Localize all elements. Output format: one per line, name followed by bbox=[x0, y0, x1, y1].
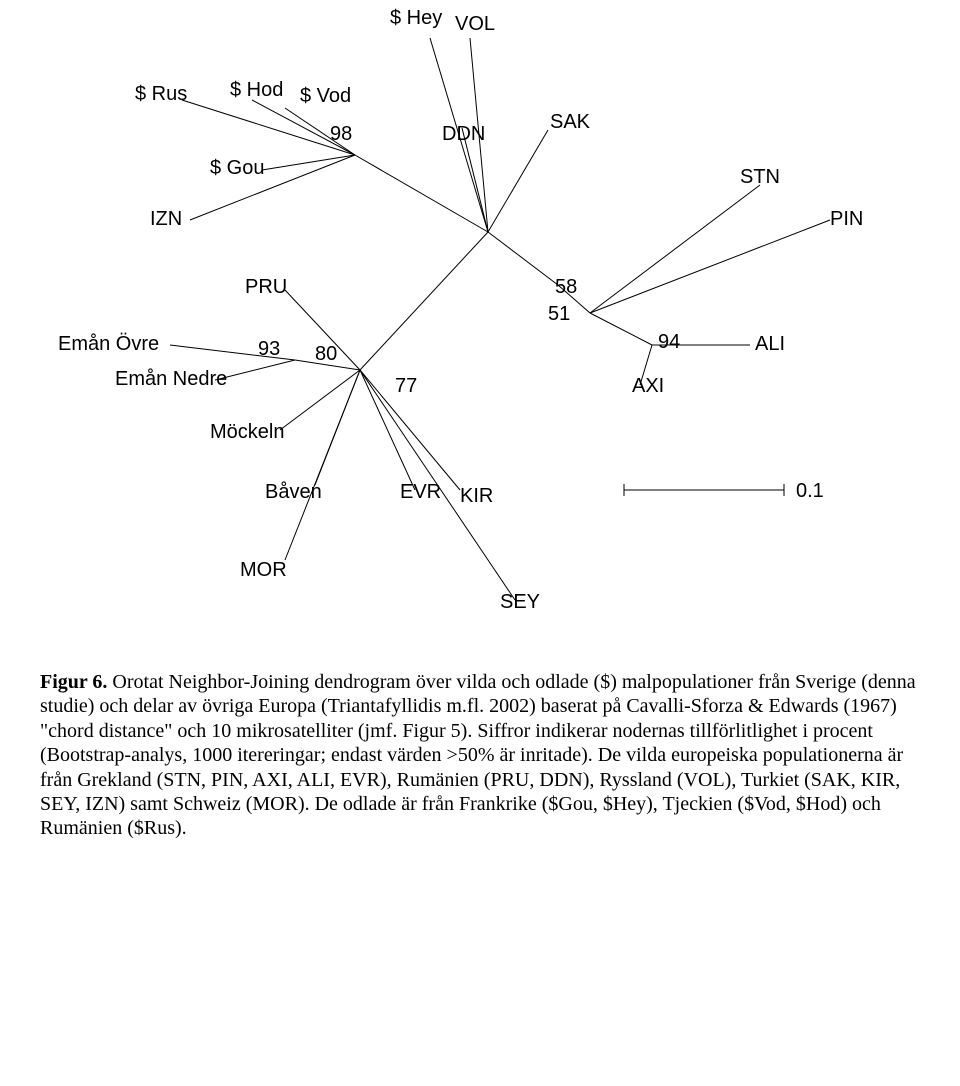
phylogenetic-tree-figure: $ Hey VOL $ Rus $ Hod $ Vod $ Gou DDN SAK IZN STN… bbox=[40, 0, 920, 640]
tree-branch bbox=[590, 220, 830, 313]
caption-text: Orotat Neighbor-Joining dendrogram över … bbox=[40, 671, 916, 839]
leaf-label: $ Vod bbox=[300, 85, 351, 107]
leaf-label: SAK bbox=[550, 111, 591, 133]
bootstrap-value: 93 bbox=[258, 338, 280, 360]
leaf-label: ALI bbox=[755, 333, 785, 355]
tree-svg: $ Hey VOL $ Rus $ Hod $ Vod $ Gou DDN SAK IZN STN… bbox=[40, 0, 920, 640]
figure-label: Figur 6. bbox=[40, 671, 107, 693]
leaf-label: $ Rus bbox=[135, 83, 187, 105]
tree-branch bbox=[590, 185, 760, 313]
tree-branch bbox=[360, 232, 488, 370]
bootstrap-value: 51 bbox=[548, 303, 570, 325]
leaf-label: MOR bbox=[240, 559, 287, 581]
leaf-label: Emån Övre bbox=[58, 333, 159, 355]
bootstrap-value: 77 bbox=[395, 375, 417, 397]
tree-branch bbox=[262, 155, 355, 170]
scalebar-label: 0.1 bbox=[796, 480, 824, 502]
bootstrap-value: 80 bbox=[315, 343, 337, 365]
leaf-label: KIR bbox=[460, 485, 493, 507]
bootstrap-value: 94 bbox=[658, 331, 680, 353]
figure-caption: Figur 6. Orotat Neighbor-Joining dendrog… bbox=[40, 670, 920, 841]
leaf-label: AXI bbox=[632, 375, 664, 397]
leaf-label: $ Hey bbox=[390, 7, 442, 29]
tree-branch bbox=[488, 232, 558, 285]
leaf-label: Emån Nedre bbox=[115, 368, 227, 390]
leaf-label: Möckeln bbox=[210, 421, 284, 443]
leaf-label: SEY bbox=[500, 591, 540, 613]
leaf-label: DDN bbox=[442, 123, 485, 145]
leaf-label: EVR bbox=[400, 481, 441, 503]
leaf-label: STN bbox=[740, 166, 780, 188]
tree-branch bbox=[590, 313, 652, 345]
tree-branch bbox=[488, 130, 548, 232]
leaf-label: IZN bbox=[150, 208, 182, 230]
leaf-label: PIN bbox=[830, 208, 863, 230]
bootstrap-value: 98 bbox=[330, 123, 352, 145]
bootstrap-value: 58 bbox=[555, 276, 577, 298]
leaf-label: PRU bbox=[245, 276, 287, 298]
leaf-label: $ Hod bbox=[230, 79, 283, 101]
leaf-label: Båven bbox=[265, 481, 322, 503]
leaf-label: $ Gou bbox=[210, 157, 264, 179]
leaf-label: VOL bbox=[455, 13, 495, 35]
